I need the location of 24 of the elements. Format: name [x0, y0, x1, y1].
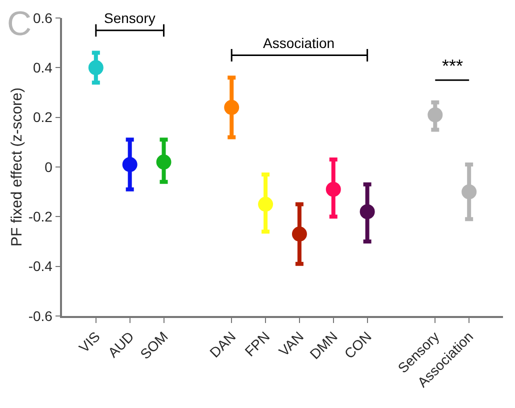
point	[224, 100, 240, 115]
y-tick-label: 0	[44, 158, 53, 175]
y-tick-label: 0.6	[32, 10, 53, 26]
annotation: Association	[263, 35, 335, 51]
point	[292, 226, 307, 242]
y-axis-title: PF fixed effect (z-score)	[8, 88, 26, 246]
y-tick-label: 0.4	[32, 60, 53, 76]
y-tick-label: -0.4	[28, 258, 53, 274]
point	[360, 204, 375, 220]
point	[326, 182, 341, 197]
point	[156, 154, 172, 170]
x-tick-label: VAN	[276, 328, 307, 360]
x-tick-label: VIS	[76, 328, 103, 356]
y-tick-label: -0.2	[28, 208, 53, 225]
point	[258, 196, 274, 212]
point	[462, 184, 477, 200]
point	[122, 157, 138, 172]
text: C	[7, 5, 32, 43]
point	[428, 107, 443, 122]
annotation: Sensory	[104, 10, 156, 26]
y-tick-label: 0.2	[32, 109, 53, 126]
point	[88, 60, 104, 76]
y-tick-label: -0.6	[28, 308, 53, 324]
annotation: ***	[442, 56, 464, 76]
